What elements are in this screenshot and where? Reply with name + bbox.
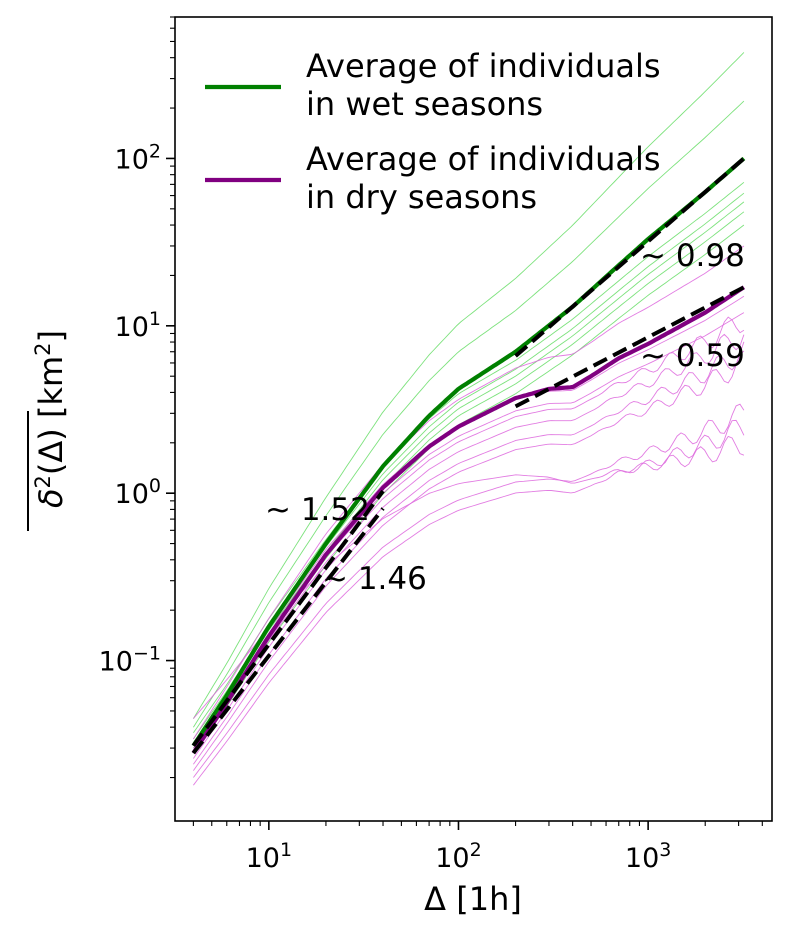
x-tick-label: 102 <box>435 839 481 874</box>
individual-trajectory <box>193 52 745 719</box>
legend-label: in dry seasons <box>306 178 537 216</box>
y-axis: 10−1 100 101 102 <box>99 16 175 779</box>
individual-trajectory <box>193 211 745 749</box>
fit-annotation: ~ 0.98 <box>640 238 745 274</box>
x-tick-label: 103 <box>625 839 671 874</box>
plot-frame <box>174 16 773 822</box>
y-tick-label: 100 <box>115 475 161 510</box>
individual-trajectory <box>193 419 745 786</box>
series-line-dry <box>191 285 746 755</box>
fit-line <box>191 489 385 747</box>
individual-trajectory <box>193 333 745 759</box>
individual-trajectory <box>193 201 745 744</box>
individual-trajectory <box>193 350 745 771</box>
legend-label: Average of individuals <box>306 47 661 85</box>
fit-annotations: ~ 1.52 ~ 1.46 ~ 0.98 ~ 0.59 <box>265 238 745 597</box>
fit-annotation: ~ 0.59 <box>640 338 745 374</box>
fit-line <box>191 507 385 755</box>
fit-annotation: ~ 1.46 <box>322 561 427 597</box>
x-axis: 101 102 103 <box>192 821 763 874</box>
legend-label: in wet seasons <box>306 85 543 123</box>
individual-trajectory <box>193 181 745 734</box>
fit-annotation: ~ 1.52 <box>265 492 370 528</box>
individual-trajectory <box>193 245 745 740</box>
individual-trajectory <box>193 403 745 778</box>
individual-trajectory <box>193 100 745 728</box>
plot-area: ~ 1.52 ~ 1.46 ~ 0.98 ~ 0.59 <box>174 16 773 822</box>
y-tick-label: 10−1 <box>99 643 161 678</box>
x-tick-label: 101 <box>246 839 292 874</box>
fit-line <box>514 156 746 358</box>
power-law-fits <box>191 156 746 755</box>
y-axis-label: δ2(Δ) [km2] <box>31 330 70 508</box>
legend-label: Average of individuals <box>306 140 661 178</box>
y-tick-label: 101 <box>115 308 161 343</box>
individual-trajectory <box>193 312 745 749</box>
y-tick-label: 102 <box>115 140 161 175</box>
individual-trajectory <box>193 341 745 765</box>
individual-trajectory <box>193 316 745 754</box>
x-axis-label: Δ [1h] <box>424 880 522 918</box>
